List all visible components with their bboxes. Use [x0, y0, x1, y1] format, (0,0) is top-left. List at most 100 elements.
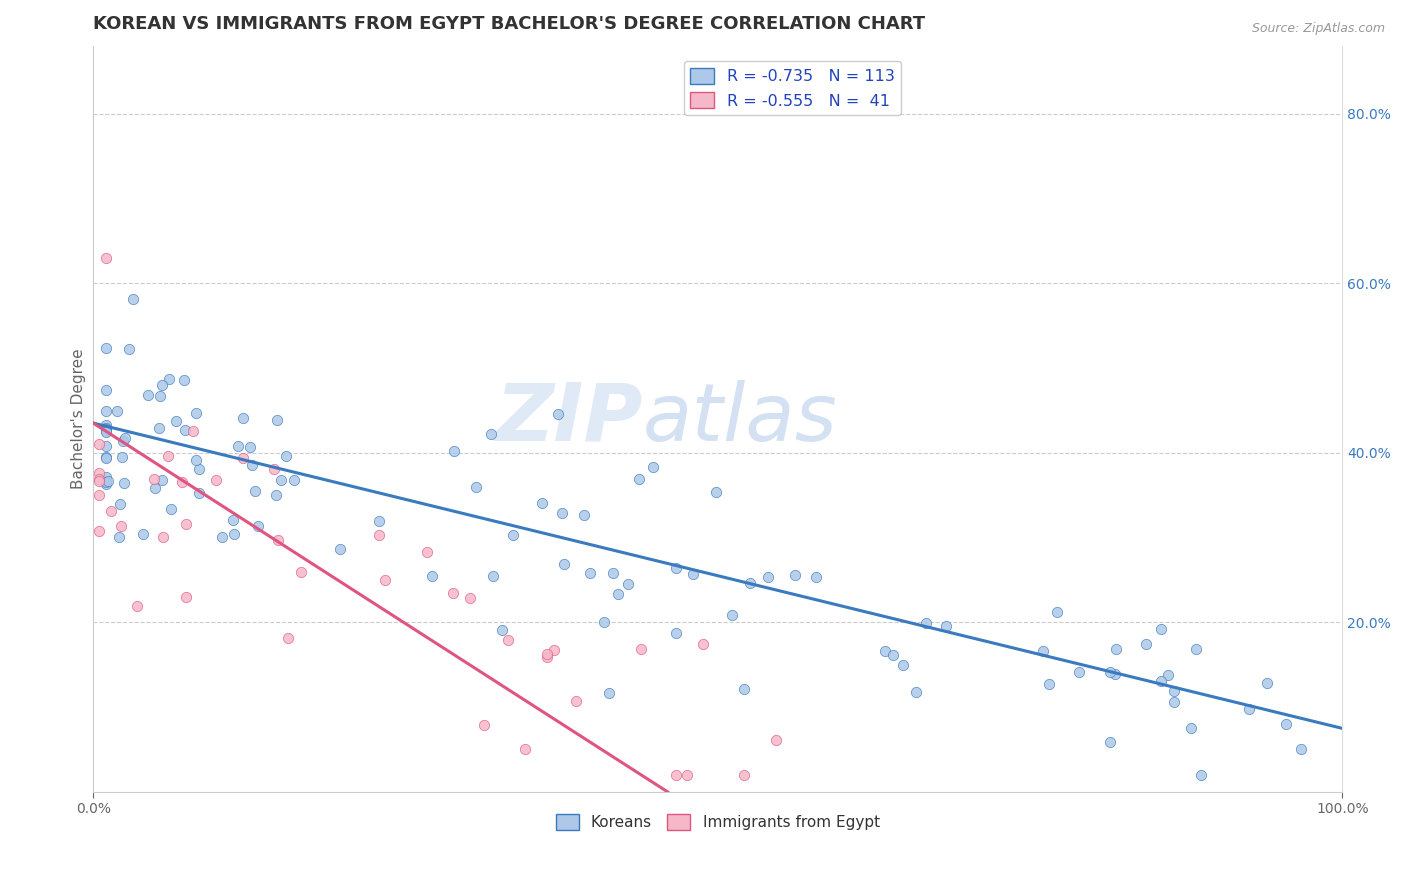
- Point: [1289, 741, 1312, 756]
- Point: [547, 407, 569, 421]
- Point: [1099, 665, 1122, 680]
- Point: [89, 488, 111, 502]
- Point: [264, 488, 287, 502]
- Point: [1189, 768, 1212, 782]
- Point: [105, 403, 128, 417]
- Point: [905, 685, 928, 699]
- Point: [464, 480, 486, 494]
- Point: [270, 473, 292, 487]
- Point: [630, 642, 652, 657]
- Point: [443, 444, 465, 458]
- Point: [110, 519, 132, 533]
- Point: [136, 388, 159, 402]
- Point: [368, 528, 391, 542]
- Legend: Koreans, Immigrants from Egypt: Koreans, Immigrants from Egypt: [550, 808, 886, 837]
- Point: [553, 558, 575, 572]
- Point: [1180, 721, 1202, 735]
- Point: [187, 486, 209, 500]
- Point: [165, 414, 187, 428]
- Point: [89, 466, 111, 480]
- Point: [121, 293, 143, 307]
- Point: [94, 251, 117, 265]
- Point: [704, 485, 727, 500]
- Point: [108, 497, 131, 511]
- Point: [290, 566, 312, 580]
- Point: [472, 718, 495, 732]
- Point: [1150, 623, 1173, 637]
- Point: [915, 616, 938, 631]
- Point: [1274, 717, 1296, 731]
- Point: [174, 590, 197, 604]
- Point: [150, 378, 173, 392]
- Point: [222, 527, 245, 541]
- Point: [94, 451, 117, 466]
- Point: [420, 569, 443, 583]
- Text: Source: ZipAtlas.com: Source: ZipAtlas.com: [1251, 22, 1385, 36]
- Point: [89, 436, 111, 450]
- Point: [184, 406, 207, 420]
- Point: [1104, 641, 1126, 656]
- Point: [513, 741, 536, 756]
- Point: [458, 591, 481, 605]
- Point: [733, 681, 755, 696]
- Point: [94, 424, 117, 438]
- Point: [94, 477, 117, 491]
- Point: [665, 768, 688, 782]
- Point: [481, 569, 503, 583]
- Point: [150, 473, 173, 487]
- Point: [665, 561, 688, 575]
- Point: [598, 686, 620, 700]
- Point: [243, 483, 266, 498]
- Point: [502, 528, 524, 542]
- Point: [274, 449, 297, 463]
- Point: [148, 421, 170, 435]
- Point: [232, 450, 254, 465]
- Point: [1157, 668, 1180, 682]
- Point: [491, 624, 513, 638]
- Point: [682, 566, 704, 581]
- Point: [89, 474, 111, 488]
- Point: [1163, 683, 1185, 698]
- Point: [94, 425, 117, 440]
- Point: [1067, 665, 1090, 680]
- Point: [111, 434, 134, 448]
- Text: ZIP: ZIP: [495, 380, 643, 458]
- Point: [368, 515, 391, 529]
- Point: [804, 570, 827, 584]
- Point: [643, 460, 665, 475]
- Point: [441, 585, 464, 599]
- Point: [181, 425, 204, 439]
- Point: [174, 424, 197, 438]
- Point: [152, 530, 174, 544]
- Point: [572, 508, 595, 523]
- Point: [97, 474, 120, 488]
- Y-axis label: Bachelor's Degree: Bachelor's Degree: [72, 349, 86, 489]
- Point: [891, 658, 914, 673]
- Point: [329, 542, 352, 557]
- Point: [157, 449, 180, 463]
- Point: [125, 599, 148, 613]
- Point: [247, 519, 270, 533]
- Point: [112, 475, 135, 490]
- Point: [159, 502, 181, 516]
- Point: [720, 607, 742, 622]
- Point: [536, 648, 558, 662]
- Point: [211, 530, 233, 544]
- Point: [149, 389, 172, 403]
- Point: [1150, 673, 1173, 688]
- Point: [205, 473, 228, 487]
- Point: [592, 615, 614, 630]
- Point: [174, 516, 197, 531]
- Point: [738, 576, 761, 591]
- Point: [530, 496, 553, 510]
- Point: [94, 439, 117, 453]
- Point: [579, 566, 602, 581]
- Point: [607, 587, 630, 601]
- Point: [266, 413, 288, 427]
- Point: [783, 568, 806, 582]
- Point: [89, 524, 111, 538]
- Point: [617, 577, 640, 591]
- Point: [283, 473, 305, 487]
- Point: [232, 410, 254, 425]
- Point: [94, 470, 117, 484]
